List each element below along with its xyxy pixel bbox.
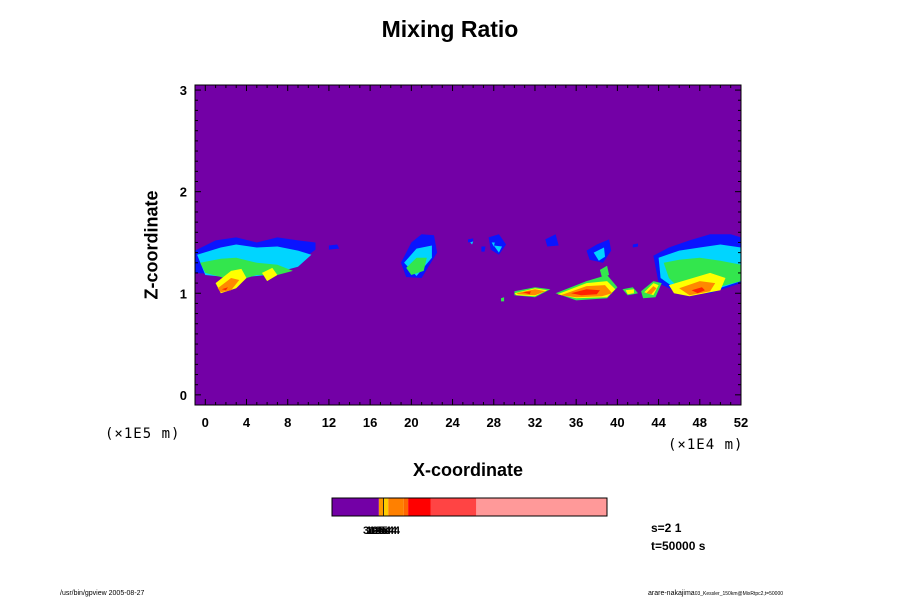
region-yellow: [262, 267, 278, 282]
region-red: [691, 287, 705, 294]
colorbar-label: 3e-4: [375, 525, 398, 537]
region-cyan: [491, 242, 495, 247]
y-tick-label: 1: [180, 286, 187, 301]
footer-right: arare-nakajima03_Kessler_150km@MixRtpc2,…: [648, 590, 783, 597]
x-tick-label: 16: [363, 415, 377, 430]
colorbar-label: 5e-4: [378, 525, 401, 537]
region-orange: [217, 278, 240, 293]
region-cyan: [593, 247, 605, 261]
region-red: [221, 287, 228, 291]
x-axis-label: X-coordinate: [412, 460, 523, 480]
region-green: [200, 257, 293, 282]
region-blue: [328, 244, 340, 250]
colorbar-segment: [383, 498, 389, 516]
colorbar-label: 1e-4: [369, 525, 392, 537]
x-tick-label: 0: [202, 415, 209, 430]
colorbar-segment: [388, 498, 404, 516]
x-tick-label: 44: [651, 415, 666, 430]
y-tick-label: 3: [180, 83, 187, 98]
colorbar-label: 1e-5: [366, 525, 388, 537]
region-orange: [679, 281, 716, 296]
colorbar-segment: [403, 498, 409, 516]
x-tick-label: 8: [284, 415, 291, 430]
region-yellow: [625, 289, 634, 295]
x-tick-label: 28: [487, 415, 501, 430]
x-tick-label: 40: [610, 415, 624, 430]
contour-fill-layers: [195, 85, 741, 405]
step-info: s=2 1: [651, 521, 682, 535]
x-scale-label: (×1E4 m): [668, 437, 744, 453]
region-green: [406, 257, 427, 275]
region-cyan: [493, 245, 502, 253]
x-tick-label: 36: [569, 415, 583, 430]
colorbar-segment: [430, 498, 477, 516]
colorbar-segment: [476, 498, 607, 516]
x-tick-label: 24: [445, 415, 460, 430]
colorbar: 3e-51e-51e-42e-43e-45e-4: [331, 497, 608, 537]
x-tick-label: 48: [693, 415, 707, 430]
region-green: [501, 297, 505, 302]
x-tick-label: 20: [404, 415, 418, 430]
footer-right-author: arare-nakajima: [648, 590, 695, 597]
region-orange: [646, 286, 657, 295]
region-blue: [488, 234, 507, 255]
region-green: [599, 265, 610, 277]
y-axis-label: Z-coordinate: [141, 190, 162, 300]
region-red: [522, 291, 531, 295]
colorbar-label: 2e-4: [372, 525, 395, 537]
region-red: [571, 289, 600, 296]
x-tick-label: 32: [528, 415, 542, 430]
footer-left: /usr/bin/gpview 2005-08-27: [60, 590, 145, 597]
y-scale-label: (×1E5 m): [105, 426, 181, 442]
colorbar-segment: [383, 498, 384, 516]
colorbar-frame: [331, 497, 608, 517]
region-blue: [545, 234, 559, 247]
region-blue: [632, 243, 638, 248]
chart-title: Mixing Ratio: [381, 16, 519, 42]
region-cyan: [470, 241, 474, 245]
time-info: t=50000 s: [651, 539, 706, 553]
y-tick-label: 0: [180, 388, 187, 403]
region-blue: [481, 246, 486, 252]
x-tick-label: 4: [243, 415, 251, 430]
x-tick-label: 12: [322, 415, 336, 430]
plot-frame: [194, 84, 742, 406]
colorbar-label: 3e-5: [363, 525, 385, 537]
colorbar-segment: [378, 498, 384, 516]
y-tick-label: 2: [180, 185, 187, 200]
x-tick-label: 52: [734, 415, 748, 430]
footer-right-detail: 03_Kessler_150km@MixRtpc2,t=50000: [694, 591, 784, 597]
colorbar-segment: [332, 498, 379, 516]
region-blue: [468, 238, 474, 243]
colorbar-segment: [408, 498, 431, 516]
region-orange: [516, 289, 546, 296]
